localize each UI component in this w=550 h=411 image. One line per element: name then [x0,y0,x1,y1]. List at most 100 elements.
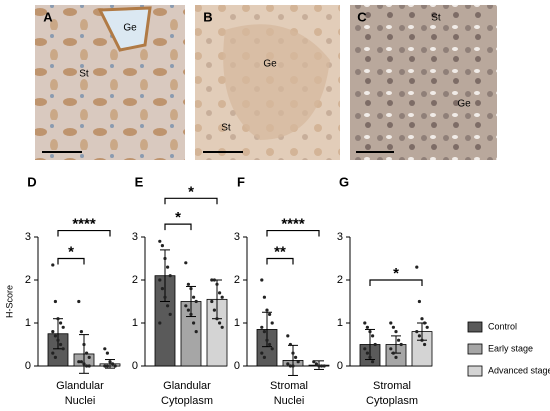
data-point [363,347,367,351]
data-point [415,265,419,269]
data-point [85,351,89,355]
data-point [166,265,170,269]
data-point [166,304,170,308]
data-point [210,299,214,304]
data-point [59,321,63,325]
image-panel [350,5,497,160]
data-point [397,338,401,342]
data-point [420,338,424,342]
data-point [368,330,372,334]
y-tick-label: 0 [25,360,31,372]
data-point [363,321,367,325]
data-point [268,312,272,316]
panel-letter: F [237,174,245,189]
y-tick-label: 3 [337,231,343,243]
significance-bracket [164,223,192,231]
data-point [168,274,172,278]
data-point [194,299,198,304]
data-point [288,364,292,368]
data-point [105,364,109,368]
panel-label: C [357,9,367,24]
data-point [312,360,316,364]
image-annotation: Ge [457,99,471,110]
data-point [365,325,369,329]
legend-swatch [467,343,483,355]
data-point [215,317,219,321]
panel-label: A [43,9,53,24]
y-tick-label: 1 [337,317,343,329]
significance-label: * [68,243,74,260]
data-point [79,330,83,334]
data-point [56,317,60,321]
data-point [113,364,117,368]
legend-label: Early stage [488,343,533,353]
data-point [87,364,91,368]
data-point [288,342,292,347]
data-point [291,364,295,368]
y-tick-label: 1 [25,317,31,329]
y-tick-label: 2 [234,274,240,286]
data-point [218,291,222,295]
data-point [189,312,193,316]
data-point [158,239,162,243]
data-point [163,256,167,261]
data-point [111,362,115,366]
data-point [79,360,83,364]
data-point [365,351,369,355]
data-point [186,282,190,286]
data-point [160,287,164,291]
y-tick-label: 2 [25,274,31,286]
data-point [371,360,375,364]
data-point [194,330,198,334]
data-point [322,364,326,368]
panel-label: B [203,9,212,24]
y-tick-label: 2 [132,274,138,286]
data-point [294,355,298,359]
significance-label: * [188,183,194,200]
data-point [186,308,190,312]
data-point [108,360,112,364]
x-axis-label: Cytoplasm [366,395,418,407]
data-point [425,325,429,329]
data-point [291,351,295,355]
data-point [158,321,162,325]
legend-swatch [467,321,483,333]
data-point [192,295,196,299]
data-point [368,355,372,359]
data-point [394,355,398,359]
data-point [260,278,264,282]
data-point [391,351,395,355]
data-point [168,312,172,316]
data-point [268,342,272,347]
data-point [184,261,188,265]
data-point [420,317,424,321]
data-point [286,334,290,338]
data-point [59,342,63,347]
image-annotation: Ge [263,59,277,70]
data-point [399,342,403,347]
significance-bracket [164,197,218,205]
data-point [371,334,375,338]
data-point [373,342,377,347]
data-point [415,330,419,334]
y-tick-label: 1 [234,317,240,329]
data-point [53,299,58,304]
significance-label: **** [281,216,305,233]
data-point [51,263,55,267]
data-point [423,321,427,325]
data-point [56,338,60,342]
data-point [212,278,216,282]
data-point [417,299,421,304]
legend-swatch [467,365,483,377]
data-point [262,355,266,359]
data-point [270,321,274,325]
y-tick-label: 3 [132,231,138,243]
y-tick-label: 0 [234,360,240,372]
y-tick-label: 0 [337,360,343,372]
image-annotation: Ge [123,23,137,34]
significance-bracket [266,229,320,237]
data-point [87,355,91,359]
data-point [85,364,89,368]
panel-letter: E [135,174,144,189]
